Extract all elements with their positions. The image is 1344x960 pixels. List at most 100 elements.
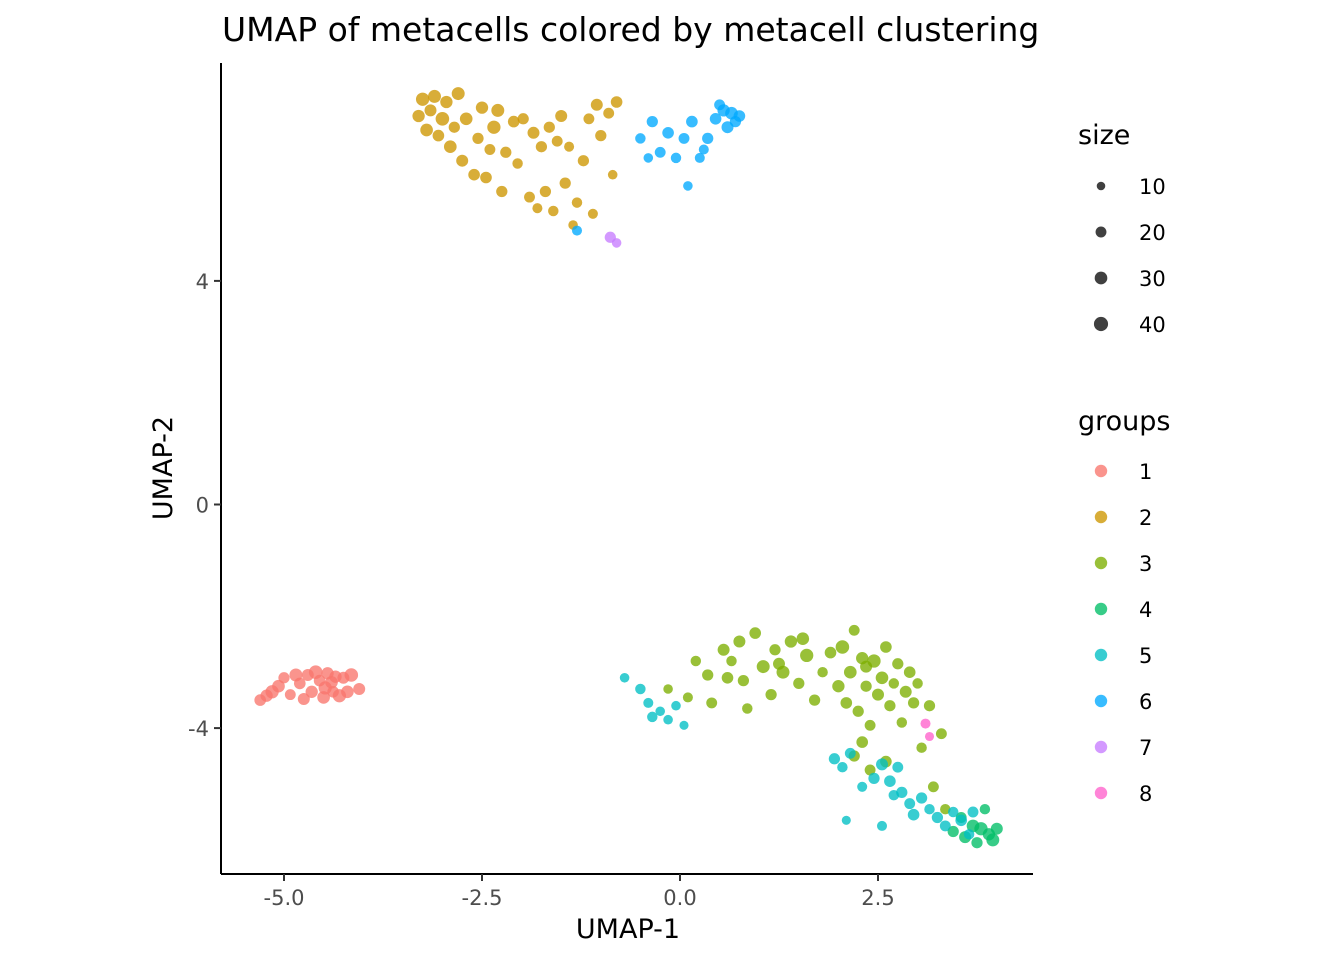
data-point [733,635,746,648]
data-point [646,115,658,128]
data-point [955,814,968,827]
data-point [773,657,785,670]
data-point [583,113,595,125]
data-point [415,92,430,106]
data-point [706,697,718,709]
group-legend-label: 7 [1139,736,1152,760]
data-point [912,678,923,689]
size-legend-title: size [1078,120,1130,151]
size-legend-key [1096,181,1106,191]
data-point [459,112,473,126]
data-point [841,815,851,825]
data-point [835,640,850,654]
y-tick-label: 0 [196,494,209,518]
data-point [412,109,425,123]
data-point [765,688,777,701]
data-point [856,736,869,748]
data-point [698,144,709,155]
axes [220,63,1033,875]
data-point [577,155,590,167]
data-point [435,112,450,126]
size-legend-key [1095,226,1107,238]
data-point [663,684,673,694]
data-point [940,803,951,815]
data-point [896,717,908,728]
series-group-8 [920,718,935,742]
group-legend-key [1094,786,1108,800]
data-point [907,808,920,821]
data-point [590,98,603,111]
data-point [643,697,654,708]
x-tick-label: -2.5 [462,886,503,910]
x-axis-ticks: -5.0 -2.5 0.0 2.5 [264,874,895,910]
data-point [564,141,575,152]
data-point [852,705,864,717]
data-point [793,677,805,690]
data-point [947,806,959,818]
data-point [844,747,856,759]
data-point [939,820,951,832]
data-point [857,781,868,792]
group-legend-label: 2 [1139,506,1152,530]
data-point [756,660,770,674]
data-point [548,205,559,217]
data-point [512,158,523,169]
data-point [916,742,927,753]
data-point [297,693,310,705]
data-point [448,121,460,133]
size-legend: size 10 20 30 40 [1078,120,1166,337]
data-point [527,126,540,139]
data-point [800,648,814,663]
data-point [733,110,746,122]
data-point [428,89,441,103]
points-layer [254,87,1003,849]
data-point [610,96,623,108]
series-group-3 [663,624,951,815]
data-point [749,627,762,639]
data-point [864,764,876,776]
data-point [884,700,896,712]
y-tick-label: 4 [196,270,209,294]
group-legend-key [1094,510,1108,524]
data-point [595,129,607,142]
data-point [702,669,714,681]
data-point [654,146,666,158]
data-point [784,635,798,648]
data-point [555,110,568,122]
group-legend-key [1094,464,1108,478]
data-point [571,225,583,236]
data-point [808,694,821,706]
series-group-5 [619,673,979,840]
series-group-6 [571,99,746,236]
size-legend-key [1094,271,1108,285]
data-point [440,95,453,109]
data-point [726,655,737,667]
data-point [539,185,552,198]
data-point [860,680,872,692]
data-point [587,208,598,219]
data-point [876,820,888,831]
data-point [884,775,896,788]
group-legend-key [1094,648,1108,662]
data-point [682,692,693,703]
data-point [432,129,445,142]
series-group-1 [254,665,366,706]
series-group-2 [412,87,623,230]
data-point [487,120,501,134]
data-point [860,660,873,673]
data-point [880,641,892,653]
data-point [662,126,674,139]
data-point [899,685,912,698]
data-point [737,674,750,687]
groups-legend-title: groups [1078,406,1170,437]
data-point [840,697,853,709]
data-point [491,103,505,117]
y-axis-title: UMAP-2 [148,416,179,520]
x-tick-label: 0.0 [663,886,696,910]
data-point [532,203,543,214]
data-point [278,672,290,684]
data-point [670,152,682,164]
data-point [635,683,646,695]
data-point [990,822,1003,835]
